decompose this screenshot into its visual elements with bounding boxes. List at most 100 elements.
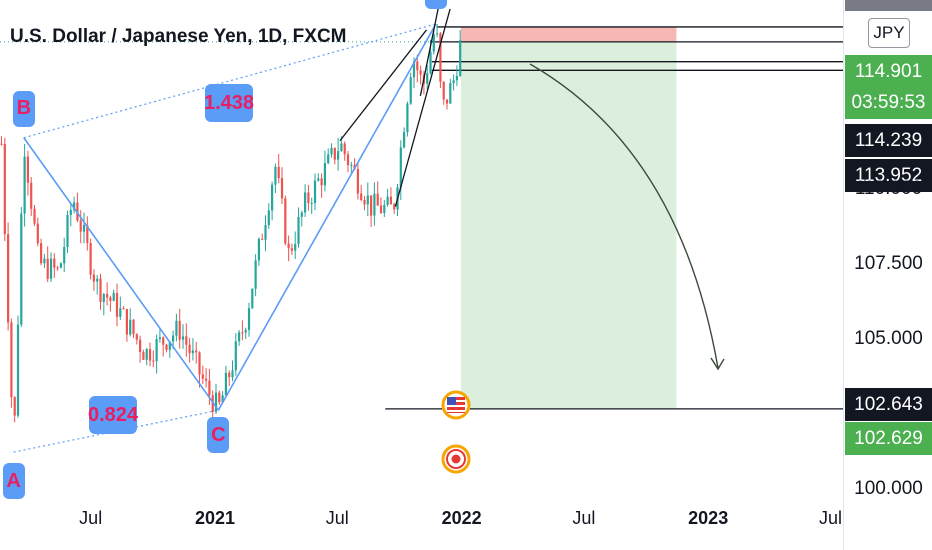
candle-body xyxy=(73,202,76,210)
candle-body xyxy=(211,395,214,412)
candle-body xyxy=(198,352,201,375)
candle-body xyxy=(459,40,462,76)
currency-button[interactable]: JPY xyxy=(868,18,910,48)
candle-body xyxy=(40,243,43,264)
ratio-label-ac: 0.824 xyxy=(88,396,138,434)
candle-body xyxy=(23,156,26,214)
candle-body xyxy=(436,33,439,35)
ratio-label-bd: 1.438 xyxy=(204,84,254,122)
candle-body xyxy=(33,208,36,224)
candle-body xyxy=(132,319,135,335)
stop-zone xyxy=(460,26,677,42)
candle-body xyxy=(343,143,346,155)
candle-body xyxy=(439,33,442,82)
candle-body xyxy=(115,293,119,317)
candle-body xyxy=(416,61,419,71)
candle-body xyxy=(313,180,317,203)
candle-body xyxy=(432,34,435,52)
candle-body xyxy=(106,294,109,298)
candle-body xyxy=(445,99,449,104)
candle-body xyxy=(49,258,53,279)
x-tick-label: Jul xyxy=(818,508,842,528)
candle-body xyxy=(310,202,313,204)
price-label-top: 116.250 xyxy=(845,0,932,11)
target-label-2: 102.629 xyxy=(845,422,932,455)
candle-body xyxy=(231,370,234,378)
candle-body xyxy=(317,178,320,181)
candle-body xyxy=(3,143,6,235)
chart-title: U.S. Dollar / Japanese Yen, 1D, FXCM xyxy=(10,26,347,47)
candle-body xyxy=(300,212,303,217)
candle-body xyxy=(201,374,204,379)
projection-arrow xyxy=(529,63,719,369)
candle-body xyxy=(112,293,115,301)
pattern-ratio-bd xyxy=(23,23,437,139)
japan-flag-event-icon xyxy=(441,444,471,474)
candle-body xyxy=(7,234,10,323)
candle-body xyxy=(208,380,211,396)
candle-body xyxy=(142,351,145,360)
candle-body xyxy=(455,75,459,81)
candle-body xyxy=(244,329,247,333)
candle-body xyxy=(290,248,294,251)
candle-body xyxy=(181,336,185,340)
trendline-3 xyxy=(419,2,440,96)
candle-body xyxy=(224,372,228,396)
candle-body xyxy=(360,193,363,201)
candle-body xyxy=(238,332,241,342)
candle-body xyxy=(356,168,360,194)
candle-body xyxy=(376,193,379,206)
candle-body xyxy=(16,324,20,416)
x-tick-label: Jul xyxy=(325,508,349,528)
profit-zone xyxy=(460,41,677,409)
candle-body xyxy=(442,81,445,100)
y-tick-label: 110.000 xyxy=(854,178,923,200)
candle-body xyxy=(307,192,310,204)
candle-body xyxy=(383,204,386,214)
candle-body xyxy=(79,220,82,232)
candle-body xyxy=(218,392,221,403)
candle-body xyxy=(102,294,105,302)
candle-body xyxy=(129,319,132,335)
candle-body xyxy=(168,341,171,350)
candle-body xyxy=(46,258,49,279)
candle-body xyxy=(63,246,66,264)
candle-body xyxy=(53,258,56,268)
candle-body xyxy=(86,224,89,244)
candle-body xyxy=(426,73,429,84)
candle-body xyxy=(165,344,168,350)
current-price-label: 114.901 xyxy=(845,55,932,88)
candle-body xyxy=(363,200,366,205)
candle-body xyxy=(20,213,23,325)
level-label-1: 114.239 xyxy=(845,124,932,157)
candle-body xyxy=(228,372,231,378)
candle-body xyxy=(323,163,327,186)
candle-body xyxy=(56,267,59,269)
candle-body xyxy=(327,154,330,164)
candle-body xyxy=(267,210,270,226)
pattern-leg-cd xyxy=(217,23,437,411)
candle-body xyxy=(294,243,297,251)
candle-body xyxy=(162,337,165,345)
candle-body xyxy=(379,205,383,214)
candle-body xyxy=(69,209,72,215)
candle-body xyxy=(122,308,125,310)
candle-body xyxy=(429,51,432,74)
pattern-point-d: D xyxy=(424,0,447,9)
candle-body xyxy=(26,156,30,183)
candle-body xyxy=(386,196,389,205)
candle-body xyxy=(280,178,284,199)
candle-body xyxy=(234,341,237,371)
candle-body xyxy=(393,204,396,210)
candle-body xyxy=(389,196,393,205)
pattern-point-c: C xyxy=(207,417,230,454)
candle-body xyxy=(373,193,376,216)
candle-body xyxy=(304,192,307,213)
candle-body xyxy=(195,350,198,353)
candle-body xyxy=(403,132,406,148)
candle-body xyxy=(346,154,350,166)
candle-body xyxy=(287,243,290,249)
candle-body xyxy=(148,349,152,361)
